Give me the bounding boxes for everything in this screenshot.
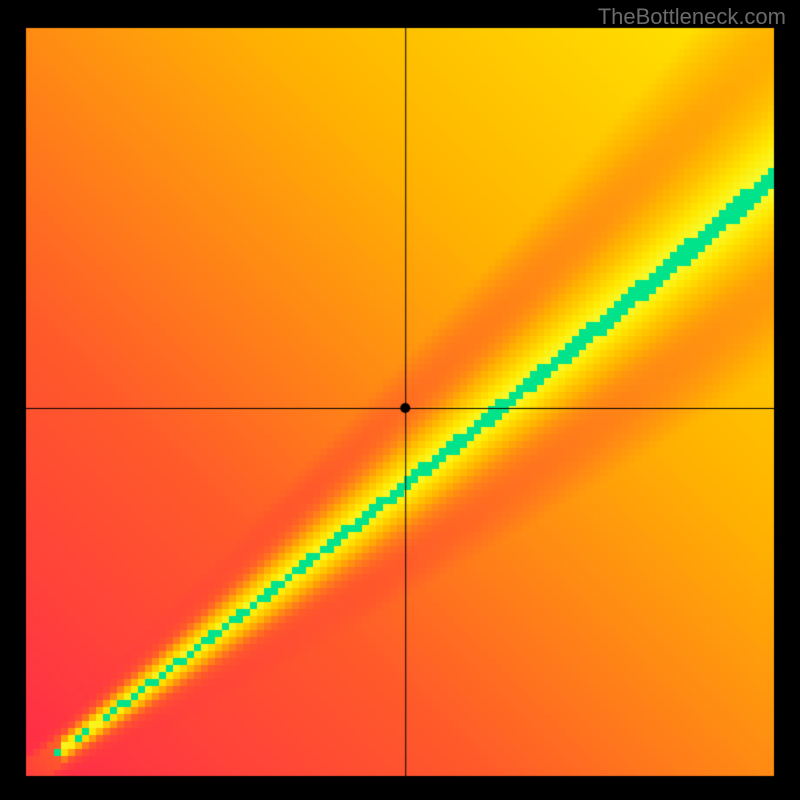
heatmap-canvas bbox=[0, 0, 800, 800]
watermark-text: TheBottleneck.com bbox=[598, 4, 786, 30]
heatmap-figure: TheBottleneck.com bbox=[0, 0, 800, 800]
